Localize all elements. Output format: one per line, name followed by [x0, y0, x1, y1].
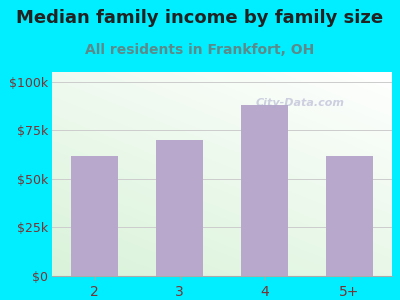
Bar: [71, 155, 118, 276]
Bar: [326, 155, 373, 276]
Text: All residents in Frankfort, OH: All residents in Frankfort, OH: [85, 44, 315, 58]
Text: City-Data.com: City-Data.com: [256, 98, 345, 108]
Text: Median family income by family size: Median family income by family size: [16, 9, 384, 27]
Bar: [241, 105, 288, 276]
Bar: [156, 140, 203, 276]
